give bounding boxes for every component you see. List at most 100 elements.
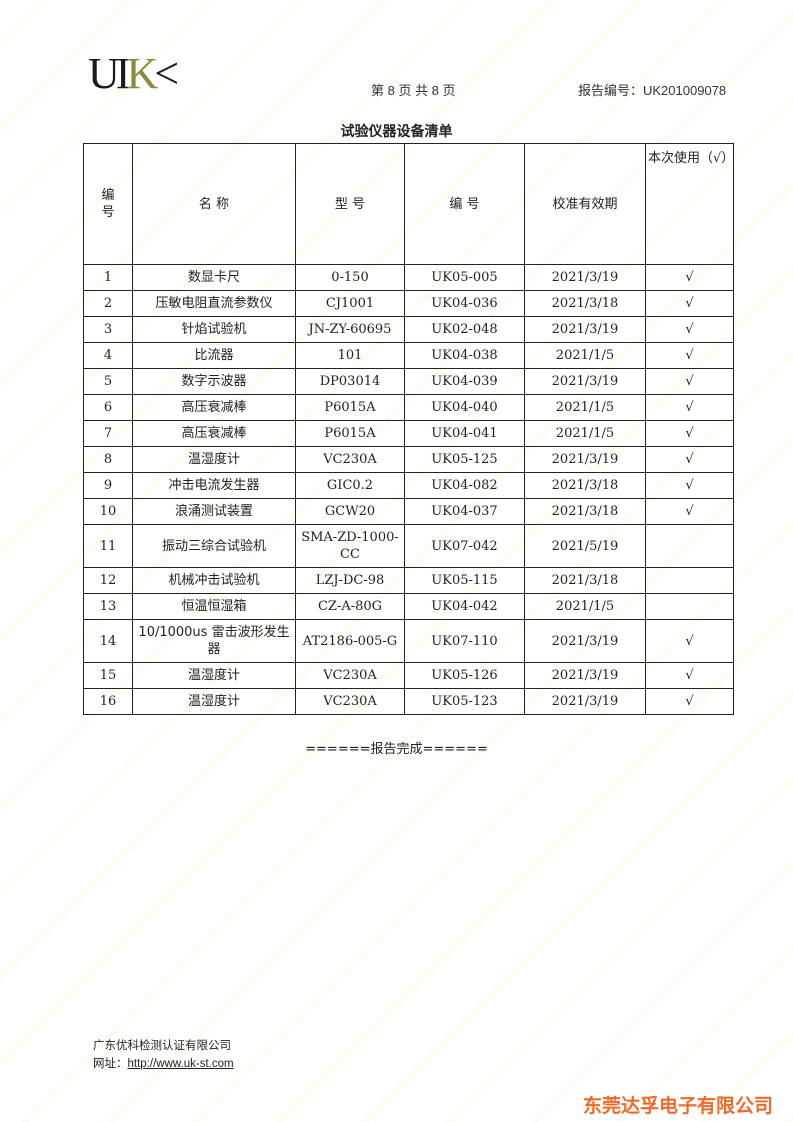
used-check: √: [645, 342, 734, 369]
equipment-name: 温湿度计: [132, 662, 296, 689]
model: 0-150: [295, 264, 405, 291]
model: P6015A: [295, 394, 405, 421]
uik-logo: UIK<: [88, 49, 179, 98]
equipment-name: 数显卡尺: [132, 264, 296, 291]
model: CZ-A-80G: [295, 593, 405, 620]
model: JN-ZY-60695: [295, 316, 405, 343]
row-number: 6: [83, 394, 133, 421]
table-row: 11 振动三综合试验机 SMA-ZD-1000-CC UK07-042 2021/5/1…: [83, 524, 734, 568]
model: VC230A: [295, 446, 405, 473]
equipment-name: 浪涌测试装置: [132, 498, 296, 525]
used-check: √: [645, 446, 734, 473]
equipment-id: UK05-123: [404, 688, 525, 715]
equipment-name: 冲击电流发生器: [132, 472, 296, 499]
equipment-id: UK02-048: [404, 316, 525, 343]
used-check: √: [645, 368, 734, 395]
used-check: [645, 567, 734, 594]
column-header: 编号: [83, 143, 133, 265]
table-row: 6 高压衰减棒 P6015A UK04-040 2021/1/5 √: [83, 394, 734, 421]
used-check: [645, 593, 734, 620]
model: SMA-ZD-1000-CC: [295, 524, 405, 568]
equipment-name: 数字示波器: [132, 368, 296, 395]
row-number: 13: [83, 593, 133, 620]
equipment-name: 针焰试验机: [132, 316, 296, 343]
row-number: 12: [83, 567, 133, 594]
model: AT2186-005-G: [295, 619, 405, 663]
calibration-date: 2021/3/19: [524, 662, 646, 689]
calibration-date: 2021/1/5: [524, 420, 646, 447]
used-check: √: [645, 394, 734, 421]
column-header: 型 号: [295, 143, 405, 265]
equipment-name: 温湿度计: [132, 446, 296, 473]
equipment-id: UK04-082: [404, 472, 525, 499]
row-number: 3: [83, 316, 133, 343]
table-row: 14 10/1000us 雷击波形发生器 AT2186-005-G UK07-110 2…: [83, 619, 734, 663]
used-check: √: [645, 619, 734, 663]
row-number: 15: [83, 662, 133, 689]
equipment-name: 10/1000us 雷击波形发生器: [132, 619, 296, 663]
row-number: 4: [83, 342, 133, 369]
table-row: 12 机械冲击试验机 LZJ-DC-98 UK05-115 2021/3/18: [83, 567, 734, 594]
equipment-name: 压敏电阻直流参数仪: [132, 290, 296, 317]
model: LZJ-DC-98: [295, 567, 405, 594]
equipment-id: UK04-038: [404, 342, 525, 369]
footer-url-link[interactable]: http://www.uk-st.com: [127, 1058, 234, 1070]
equipment-id: UK04-037: [404, 498, 525, 525]
calibration-date: 2021/3/18: [524, 290, 646, 317]
used-check: √: [645, 662, 734, 689]
equipment-id: UK04-041: [404, 420, 525, 447]
equipment-name: 高压衰减棒: [132, 394, 296, 421]
used-check: √: [645, 498, 734, 525]
table-row: 5 数字示波器 DP03014 UK04-039 2021/3/19 √: [83, 368, 734, 395]
model: DP03014: [295, 368, 405, 395]
calibration-date: 2021/3/19: [524, 688, 646, 715]
calibration-date: 2021/3/19: [524, 264, 646, 291]
model: VC230A: [295, 662, 405, 689]
model: GIC0.2: [295, 472, 405, 499]
model: VC230A: [295, 688, 405, 715]
table-row: 2 压敏电阻直流参数仪 CJ1001 UK04-036 2021/3/18 √: [83, 290, 734, 317]
model: CJ1001: [295, 290, 405, 317]
used-check: √: [645, 688, 734, 715]
calibration-date: 2021/3/19: [524, 446, 646, 473]
equipment-name: 恒温恒湿箱: [132, 593, 296, 620]
equipment-id: UK07-042: [404, 524, 525, 568]
used-check: [645, 524, 734, 568]
table-row: 7 高压衰减棒 P6015A UK04-041 2021/1/5 √: [83, 420, 734, 447]
equipment-id: UK07-110: [404, 619, 525, 663]
calibration-date: 2021/1/5: [524, 394, 646, 421]
model: P6015A: [295, 420, 405, 447]
used-check: √: [645, 264, 734, 291]
used-check: √: [645, 420, 734, 447]
row-number: 7: [83, 420, 133, 447]
column-header: 编 号: [404, 143, 525, 265]
column-header: 校准有效期: [524, 143, 646, 265]
row-number: 9: [83, 472, 133, 499]
table-row: 4 比流器 101 UK04-038 2021/1/5 √: [83, 342, 734, 369]
calibration-date: 2021/1/5: [524, 593, 646, 620]
row-number: 2: [83, 290, 133, 317]
equipment-name: 比流器: [132, 342, 296, 369]
table-row: 15 温湿度计 VC230A UK05-126 2021/3/19 √: [83, 662, 734, 689]
row-number: 5: [83, 368, 133, 395]
calibration-date: 2021/1/5: [524, 342, 646, 369]
table-row: 1 数显卡尺 0-150 UK05-005 2021/3/19 √: [83, 264, 734, 291]
table-row: 13 恒温恒湿箱 CZ-A-80G UK04-042 2021/1/5: [83, 593, 734, 620]
equipment-name: 机械冲击试验机: [132, 567, 296, 594]
column-header: 本次使用（√）: [645, 143, 734, 265]
company-stamp-text: 东莞达孚电子有限公司: [582, 1095, 773, 1117]
footer-url-label: 网址：: [93, 1056, 128, 1070]
equipment-id: UK04-042: [404, 593, 525, 620]
calibration-date: 2021/3/19: [524, 316, 646, 343]
table-row: 9 冲击电流发生器 GIC0.2 UK04-082 2021/3/18 √: [83, 472, 734, 499]
row-number: 16: [83, 688, 133, 715]
row-number: 10: [83, 498, 133, 525]
equipment-name: 振动三综合试验机: [132, 524, 296, 568]
footer-company: 广东优科检测认证有限公司: [93, 1038, 231, 1052]
equipment-id: UK05-125: [404, 446, 525, 473]
report-number: 报告编号：UK201009078: [578, 83, 727, 98]
used-check: √: [645, 472, 734, 499]
equipment-id: UK04-040: [404, 394, 525, 421]
calibration-date: 2021/5/19: [524, 524, 646, 568]
row-number: 8: [83, 446, 133, 473]
